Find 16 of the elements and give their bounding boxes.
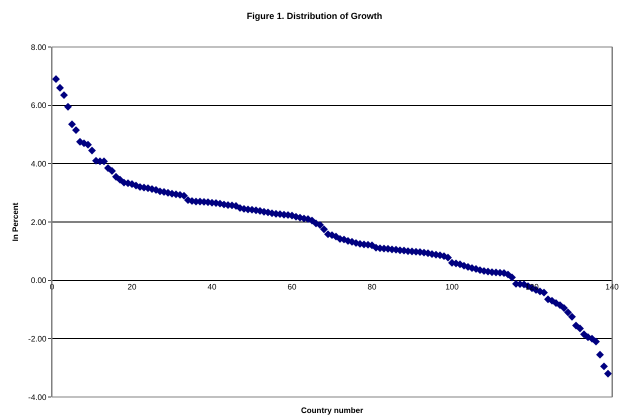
x-axis-title: Country number [301, 406, 364, 415]
y-tick-label: -2.00 [28, 334, 47, 344]
y-tick-label: -4.00 [28, 392, 47, 402]
y-tick-label: 6.00 [30, 101, 47, 110]
x-tick-label: 20 [128, 282, 137, 292]
x-tick-label: 40 [208, 282, 217, 292]
y-tick-label: 8.00 [30, 42, 47, 52]
x-tick-label: 100 [445, 282, 460, 292]
y-tick-label: 4.00 [30, 159, 47, 168]
y-tick-label: 0.00 [30, 276, 47, 286]
x-tick-label: 80 [368, 282, 377, 292]
y-tick-label: 2.00 [30, 218, 47, 227]
y-axis-title: In Percent [10, 202, 20, 242]
x-tick-label: 140 [605, 282, 620, 292]
x-tick-label: 60 [288, 282, 297, 292]
chart-title: Figure 1. Distribution of Growth [246, 10, 382, 21]
